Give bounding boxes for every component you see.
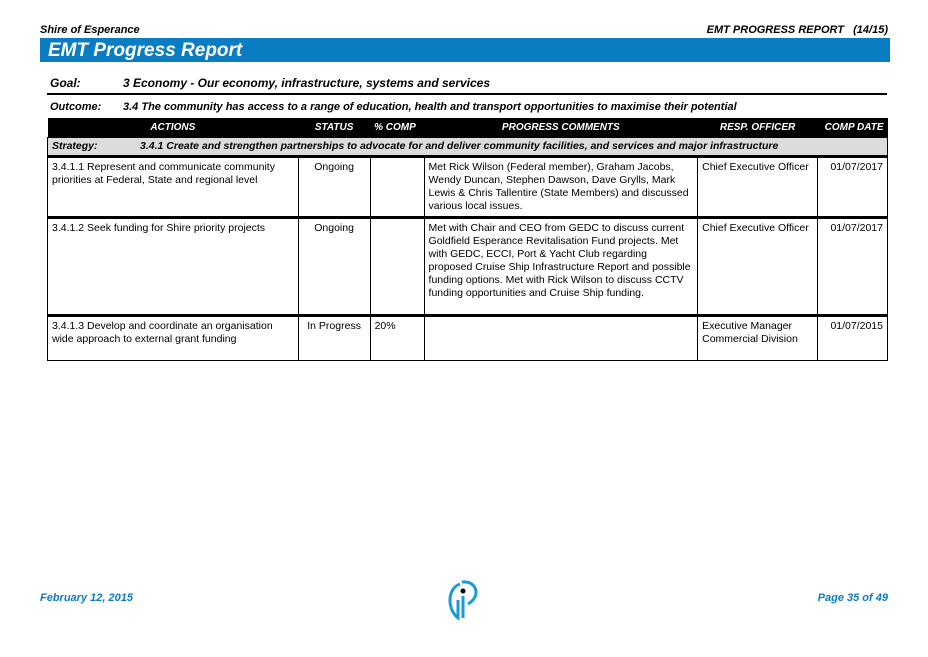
table-row: 3.4.1.3 Develop and coordinate an organi…: [47, 314, 889, 361]
strategy-row: Strategy: 3.4.1 Create and strengthen par…: [47, 137, 888, 157]
page-title: EMT Progress Report: [48, 40, 243, 61]
outcome-label: Outcome:: [50, 101, 102, 113]
officer-cell: Executive Manager Commercial Division: [697, 314, 818, 361]
divider: [47, 93, 887, 95]
comments-cell: Met Rick Wilson (Federal member), Graham…: [423, 155, 699, 218]
date-cell: 01/07/2015: [816, 314, 889, 361]
title-bar: EMT Progress Report: [40, 38, 890, 62]
status-cell: Ongoing: [297, 155, 371, 218]
action-cell: 3.4.1.1 Represent and communicate commun…: [47, 155, 299, 218]
goal-label: Goal:: [50, 76, 81, 90]
comp-cell: 20%: [369, 314, 425, 361]
table-row: 3.4.1.2 Seek funding for Shire priority …: [47, 216, 889, 316]
comp-cell: [369, 216, 425, 316]
date-cell: 01/07/2017: [816, 155, 889, 218]
col-actions: ACTIONS: [47, 118, 299, 138]
report-label: EMT PROGRESS REPORT (14/15): [706, 24, 888, 36]
action-cell: 3.4.1.2 Seek funding for Shire priority …: [47, 216, 299, 316]
table-header: ACTIONS STATUS % COMP PROGRESS COMMENTS …: [47, 118, 888, 138]
status-cell: In Progress: [297, 314, 371, 361]
footer-date: February 12, 2015: [40, 592, 133, 604]
officer-cell: Chief Executive Officer: [697, 155, 818, 218]
col-officer: RESP. OFFICER: [697, 118, 818, 138]
strategy-label: Strategy:: [52, 140, 98, 152]
progress-table: ACTIONS STATUS % COMP PROGRESS COMMENTS …: [47, 118, 889, 361]
goal-text: 3 Economy - Our economy, infrastructure,…: [123, 76, 491, 90]
date-cell: 01/07/2017: [816, 216, 889, 316]
strategy-text: 3.4.1 Create and strengthen partnerships…: [140, 140, 779, 152]
page-number: Page 35 of 49: [817, 592, 888, 604]
org-name: Shire of Esperance: [40, 24, 140, 36]
status-cell: Ongoing: [297, 216, 371, 316]
comments-cell: [423, 314, 699, 361]
outcome-text: 3.4 The community has access to a range …: [123, 101, 737, 113]
col-comments: PROGRESS COMMENTS: [424, 118, 698, 138]
info-i-logo-icon: [448, 580, 478, 620]
officer-cell: Chief Executive Officer: [697, 216, 818, 316]
table-row: 3.4.1.1 Represent and communicate commun…: [47, 155, 889, 218]
comments-cell: Met with Chair and CEO from GEDC to disc…: [423, 216, 699, 316]
comp-cell: [369, 155, 425, 218]
col-date: COMP DATE: [817, 118, 888, 138]
col-comp: % COMP: [370, 118, 425, 138]
action-cell: 3.4.1.3 Develop and coordinate an organi…: [47, 314, 299, 361]
col-status: STATUS: [298, 118, 371, 138]
